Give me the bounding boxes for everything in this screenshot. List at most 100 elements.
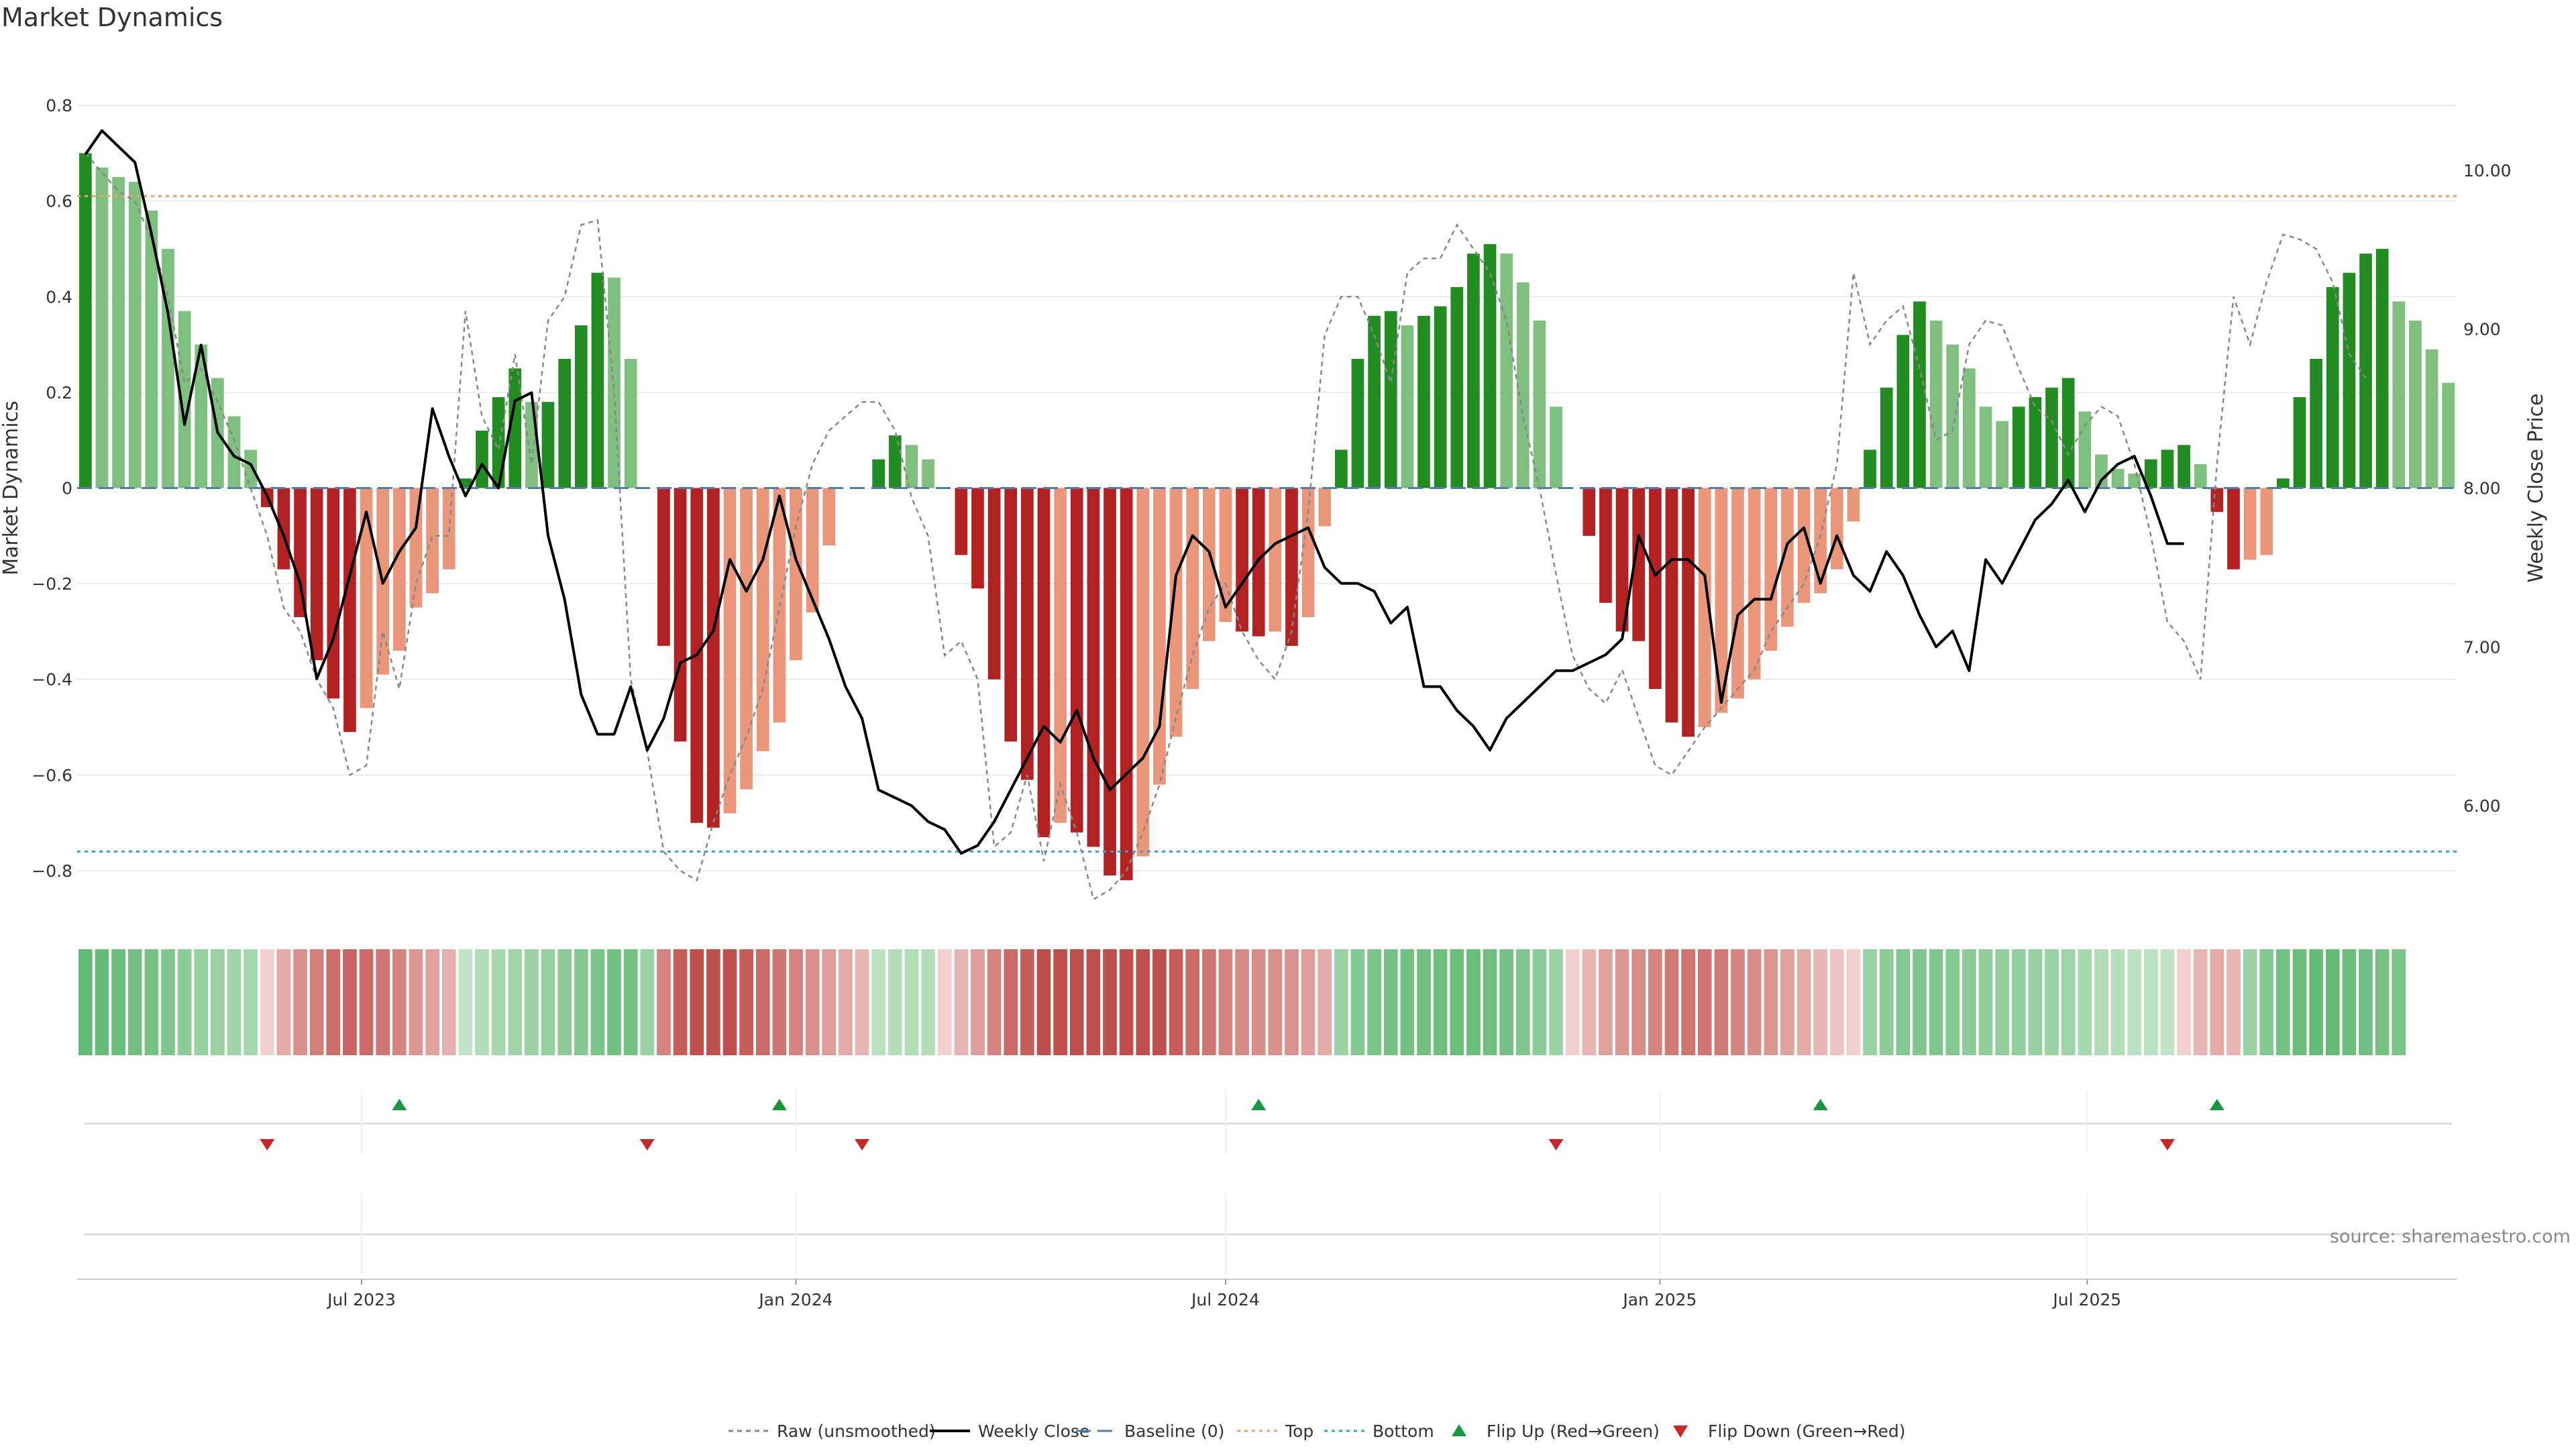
regime-cell (657, 949, 671, 1055)
bar (905, 445, 918, 488)
flip-markers-panel (77, 1090, 2457, 1280)
regime-cell (2160, 949, 2175, 1055)
regime-cell (1367, 949, 1381, 1055)
bar (2326, 287, 2339, 488)
bar (327, 488, 340, 699)
bar (2045, 387, 2058, 488)
bar (178, 311, 191, 488)
bar (78, 153, 92, 488)
legend-item: Raw (unsmoothed) (729, 1421, 936, 1441)
flip-up-marker (392, 1099, 407, 1110)
bar (1467, 254, 1480, 488)
y2-tick-label: 6.00 (2463, 796, 2501, 816)
regime-cell (1301, 949, 1316, 1055)
regime-cell (2094, 949, 2108, 1055)
bar (1814, 488, 1827, 594)
bar (1781, 488, 1794, 627)
bar (1632, 488, 1646, 641)
bar (1698, 488, 1711, 728)
regime-cell (244, 949, 258, 1055)
bar (2343, 272, 2356, 488)
bar (1929, 320, 1943, 488)
bar (1169, 488, 1183, 737)
regime-cell (1499, 949, 1514, 1055)
regime-cell (1433, 949, 1448, 1055)
legend-item: Flip Up (Red→Green) (1452, 1421, 1660, 1441)
bar (1417, 315, 1430, 488)
regime-cell (1714, 949, 1729, 1055)
regime-cell (1565, 949, 1580, 1055)
regime-cell (673, 949, 688, 1055)
regime-cell (1697, 949, 1712, 1055)
bar (1550, 407, 1562, 488)
bar (1285, 488, 1298, 646)
regime-cell (1648, 949, 1662, 1055)
bar (195, 344, 208, 488)
regime-cell (1829, 949, 1844, 1055)
regime-cell (1218, 949, 1233, 1055)
regime-cell (590, 949, 605, 1055)
regime-cell (1036, 949, 1051, 1055)
regime-cell (1417, 949, 1431, 1055)
regime-cell (1681, 949, 1695, 1055)
bar (1368, 315, 1381, 488)
regime-cell (1532, 949, 1547, 1055)
y2-tick-label: 9.00 (2463, 320, 2501, 339)
bar (426, 488, 439, 594)
regime-cell (1400, 949, 1415, 1055)
bar (1996, 421, 2008, 488)
flip-down-marker (2159, 1139, 2175, 1150)
bar (1450, 287, 1464, 488)
regime-cell (2028, 949, 2043, 1055)
regime-cell (987, 949, 1002, 1055)
regime-cell (425, 949, 439, 1055)
bar (1401, 325, 1414, 488)
bar (1020, 488, 1034, 780)
y-tick-label: −0.2 (32, 574, 72, 594)
legend-item: Flip Down (Green→Red) (1673, 1421, 1906, 1441)
regime-cell (2210, 949, 2224, 1055)
bar (1731, 488, 1744, 699)
bar (1301, 488, 1315, 618)
bar (1516, 282, 1529, 488)
regime-cell (78, 949, 93, 1055)
bar (2293, 397, 2306, 488)
regime-cell (144, 949, 159, 1055)
bar (2194, 464, 2207, 488)
regime-cell (2193, 949, 2208, 1055)
bar (806, 488, 819, 612)
x-tick-label: Jan 2024 (757, 1290, 833, 1309)
bar (1797, 488, 1811, 603)
y2-axis-ticks: 10.00 9.00 8.00 7.00 6.00 (2463, 161, 2512, 816)
y2-tick-label: 7.00 (2463, 637, 2501, 657)
regime-cell (1483, 949, 1497, 1055)
regime-cell (1796, 949, 1811, 1055)
regime-cell (1615, 949, 1629, 1055)
regime-cell (2177, 949, 2191, 1055)
bar (790, 488, 802, 661)
regime-cell (1631, 949, 1646, 1055)
bar (971, 488, 984, 589)
regime-cell (640, 949, 655, 1055)
bar (1120, 488, 1133, 881)
bar (541, 402, 555, 488)
bar (2128, 474, 2141, 488)
regime-cell (161, 949, 175, 1055)
regime-cell (1450, 949, 1464, 1055)
regime-cell (1846, 949, 1861, 1055)
bar (2029, 397, 2042, 488)
regime-cell (2276, 949, 2290, 1055)
regime-cell (1020, 949, 1034, 1055)
regime-cell (2110, 949, 2125, 1055)
regime-cell (194, 949, 209, 1055)
bar (1483, 244, 1497, 488)
bar (1054, 488, 1067, 823)
flip-down-marker (260, 1139, 275, 1150)
regime-cell (2292, 949, 2307, 1055)
bar (2227, 488, 2240, 570)
bar (1153, 488, 1166, 785)
regime-cell (1201, 949, 1216, 1055)
bar (95, 167, 109, 488)
regime-cell (1962, 949, 1976, 1055)
bar (2392, 301, 2406, 488)
